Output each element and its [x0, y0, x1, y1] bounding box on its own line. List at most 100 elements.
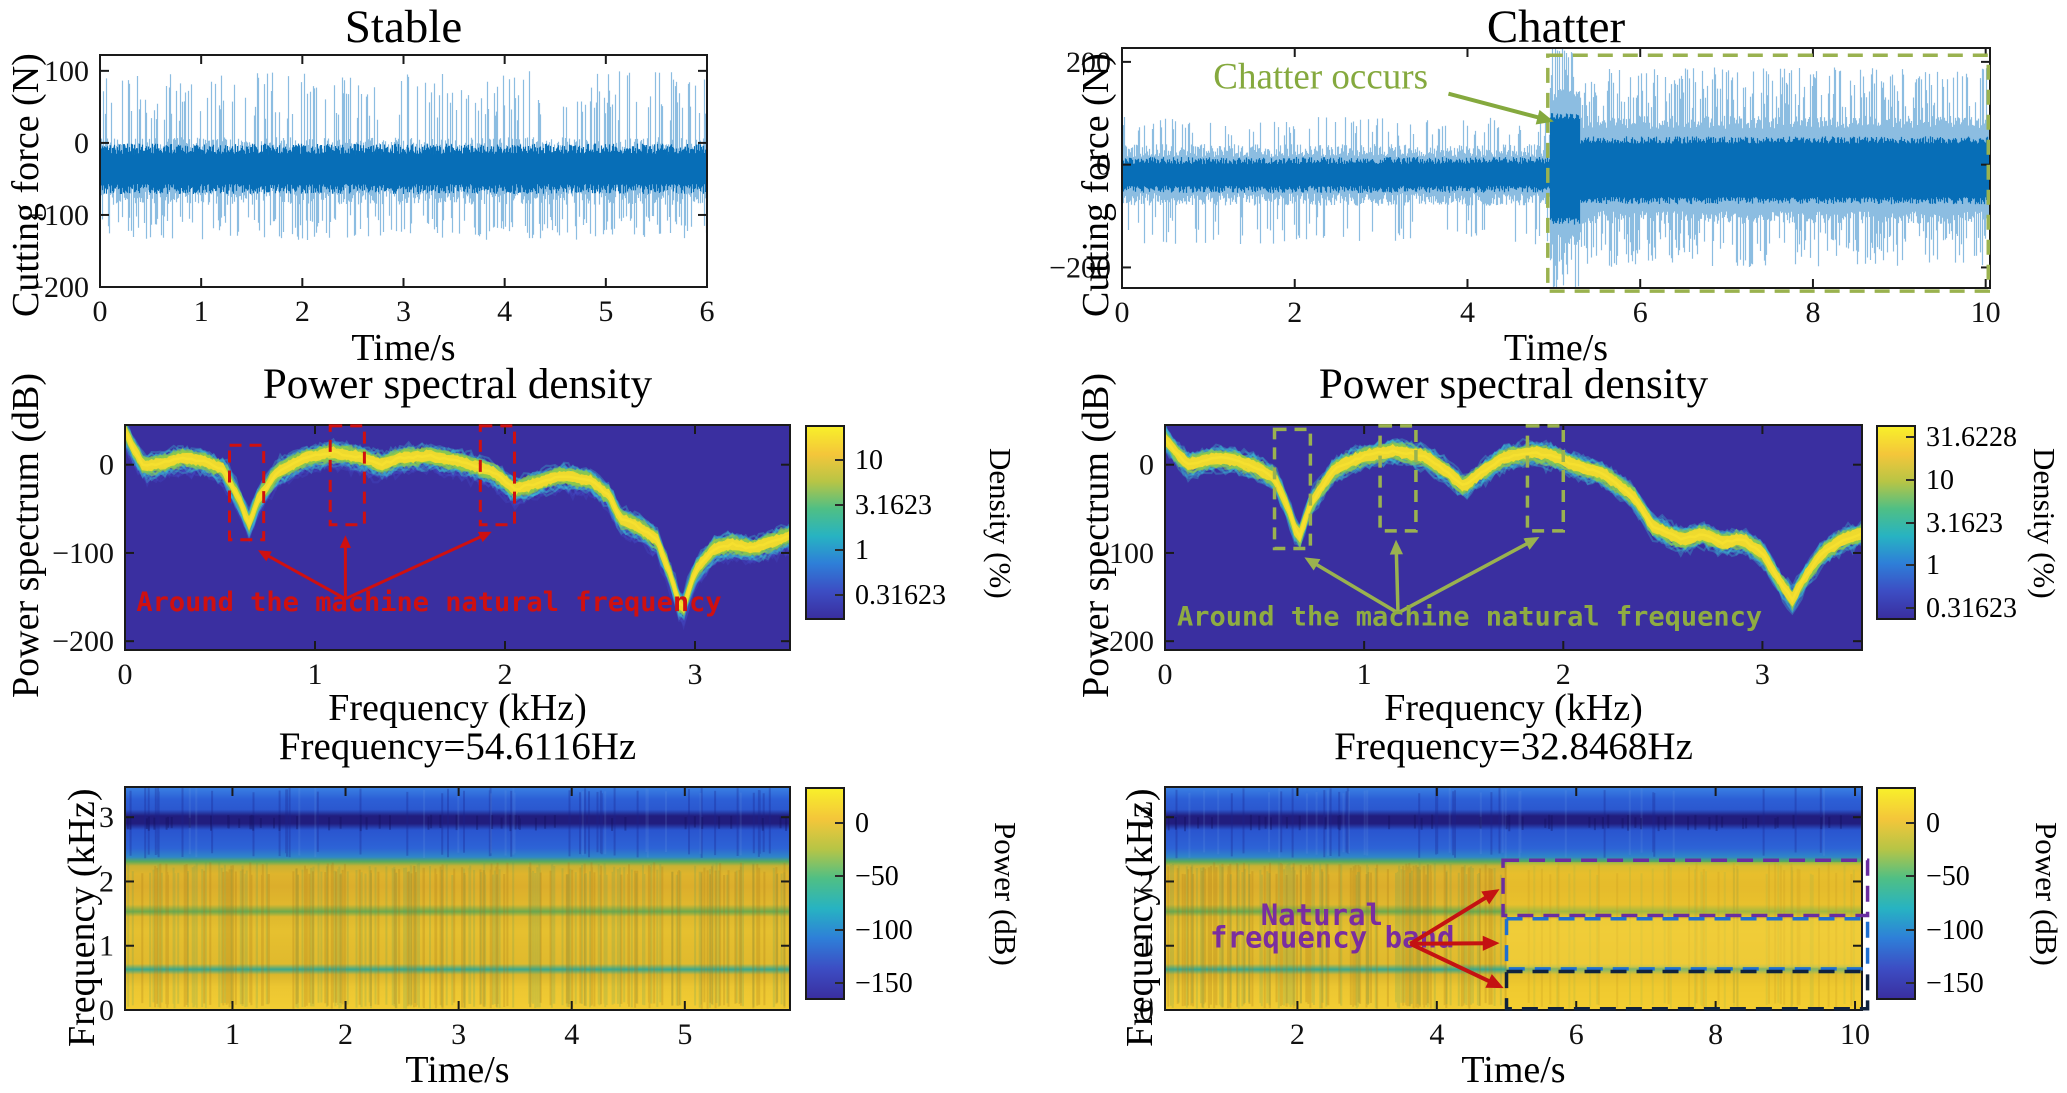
- svg-text:3: 3: [396, 295, 411, 328]
- colorbar-tick-mark: [1906, 564, 1914, 567]
- spectrogram-chatter-xlabel: Time/s: [1461, 1049, 1566, 1091]
- density-colorbar-chatter: 31.6228 10 3.1623 1 0.31623: [1876, 421, 2067, 624]
- colorbar-tick-label: 1: [855, 534, 869, 566]
- svg-text:0: 0: [1096, 149, 1111, 182]
- colorbar-ticks: 0 −50 −100 −150: [1926, 787, 2067, 1000]
- colorbar-tick-label: 0: [1926, 808, 1940, 840]
- svg-text:0: 0: [1139, 994, 1154, 1027]
- stable-ylabel: Cutting force (N): [5, 53, 47, 317]
- svg-text:1: 1: [225, 1018, 240, 1051]
- colorbar-tick-mark: [835, 503, 843, 506]
- svg-text:3: 3: [688, 658, 703, 691]
- psd-chatter-ylabel: Power spectrum (dB): [1075, 372, 1117, 699]
- svg-text:10: 10: [1840, 1018, 1870, 1051]
- colorbar-tick-mark: [1906, 928, 1914, 931]
- svg-text:−100: −100: [27, 199, 89, 232]
- power-colorbar-stable: 0 −50 −100 −150: [805, 787, 1005, 1000]
- colorbar-tick-label: 3.1623: [855, 489, 932, 521]
- svg-text:−200: −200: [1092, 625, 1154, 658]
- svg-text:8: 8: [1708, 1018, 1723, 1051]
- svg-text:0: 0: [99, 994, 114, 1027]
- colorbar-tick-label: −100: [1926, 914, 1984, 946]
- svg-text:−200: −200: [1049, 251, 1111, 284]
- density-colorbar-stable: 10 3.1623 1 0.31623: [805, 425, 1005, 620]
- psd-stable-xlabel: Frequency (kHz): [328, 687, 587, 729]
- svg-text:2: 2: [1287, 296, 1302, 329]
- svg-text:1: 1: [308, 658, 323, 691]
- colorbar-tick-label: 0.31623: [1926, 593, 2017, 625]
- svg-text:6: 6: [700, 295, 715, 328]
- svg-text:100: 100: [44, 55, 89, 88]
- svg-text:2: 2: [295, 295, 310, 328]
- colorbar-tick-mark: [1906, 521, 1914, 524]
- psd-chatter-title: Power spectral density: [1318, 361, 1709, 408]
- svg-text:2: 2: [1139, 865, 1154, 898]
- power-colorbar-label-stable: Power (dB): [988, 821, 1023, 966]
- spectrogram-stable-title: Frequency=54.6116Hz: [278, 725, 637, 768]
- svg-text:5: 5: [598, 295, 613, 328]
- colorbar-tick-label: 1: [1926, 550, 1940, 582]
- svg-text:2: 2: [99, 865, 114, 898]
- density-colorbar-label-stable: Density (%): [983, 447, 1018, 599]
- colorbar-gradient: [1876, 787, 1916, 1000]
- colorbar-gradient: [805, 787, 845, 1000]
- svg-text:5: 5: [677, 1018, 692, 1051]
- svg-text:−200: −200: [27, 271, 89, 304]
- density-colorbar-label-chatter: Density (%): [2027, 447, 2062, 599]
- svg-text:0: 0: [118, 658, 133, 691]
- svg-text:10: 10: [1971, 296, 2001, 329]
- svg-text:1: 1: [1139, 930, 1154, 963]
- psd-chatter-xlabel: Frequency (kHz): [1384, 687, 1643, 729]
- svg-text:2: 2: [338, 1018, 353, 1051]
- colorbar-tick-mark: [1906, 435, 1914, 438]
- colorbar-tick-mark: [835, 548, 843, 551]
- colorbar-tick-label: −50: [1926, 861, 1970, 893]
- power-colorbar-chatter: 0 −50 −100 −150: [1876, 787, 2067, 1000]
- chatter-ylabel: Cutting force (N): [1075, 53, 1117, 317]
- colorbar-tick-mark: [835, 593, 843, 596]
- colorbar-tick-mark: [1906, 478, 1914, 481]
- psd-stable-title: Power spectral density: [262, 361, 653, 408]
- colorbar-tick-mark: [835, 822, 843, 825]
- spectrogram-chatter-title: Frequency=32.8468Hz: [1334, 725, 1693, 768]
- svg-text:8: 8: [1805, 296, 1820, 329]
- colorbar-ticks: 10 3.1623 1 0.31623: [855, 425, 1005, 620]
- svg-text:0: 0: [93, 295, 108, 328]
- svg-text:4: 4: [1460, 296, 1475, 329]
- spectrogram-chatter-ylabel: Frequency (kHz): [1119, 788, 1161, 1048]
- colorbar-tick-label: 0: [855, 808, 869, 840]
- svg-text:2: 2: [1290, 1018, 1305, 1051]
- svg-text:200: 200: [1066, 46, 1111, 79]
- stable-title: Stable: [344, 1, 463, 53]
- svg-text:0: 0: [99, 449, 114, 482]
- svg-text:3: 3: [1755, 658, 1770, 691]
- svg-text:6: 6: [1633, 296, 1648, 329]
- colorbar-tick-label: 10: [1926, 464, 1954, 496]
- colorbar-tick-label: 31.6228: [1926, 421, 2017, 453]
- svg-text:3: 3: [451, 1018, 466, 1051]
- colorbar-ticks: 0 −50 −100 −150: [855, 787, 1005, 1000]
- spectrogram-stable-ylabel: Frequency (kHz): [61, 788, 103, 1048]
- colorbar-tick-label: 3.1623: [1926, 507, 2003, 539]
- colorbar-tick-label: −150: [1926, 967, 1984, 999]
- svg-text:0: 0: [1158, 658, 1173, 691]
- svg-text:2: 2: [498, 658, 513, 691]
- svg-text:Around the machine natural fre: Around the machine natural frequency: [1177, 601, 1762, 632]
- colorbar-tick-label: 10: [855, 445, 883, 477]
- svg-text:3: 3: [1139, 801, 1154, 834]
- svg-text:Chatter occurs: Chatter occurs: [1213, 57, 1428, 98]
- svg-text:1: 1: [99, 930, 114, 963]
- svg-text:0: 0: [1139, 449, 1154, 482]
- spectrogram-stable-xlabel: Time/s: [405, 1049, 510, 1091]
- svg-text:−100: −100: [52, 537, 114, 570]
- colorbar-tick-mark: [835, 928, 843, 931]
- svg-text:4: 4: [497, 295, 512, 328]
- colorbar-tick-label: 0.31623: [855, 579, 946, 611]
- stable-xlabel: Time/s: [351, 327, 456, 369]
- colorbar-tick-mark: [835, 459, 843, 462]
- power-colorbar-label-chatter: Power (dB): [2029, 821, 2064, 966]
- colorbar-tick-mark: [1906, 822, 1914, 825]
- svg-text:2: 2: [1556, 658, 1571, 691]
